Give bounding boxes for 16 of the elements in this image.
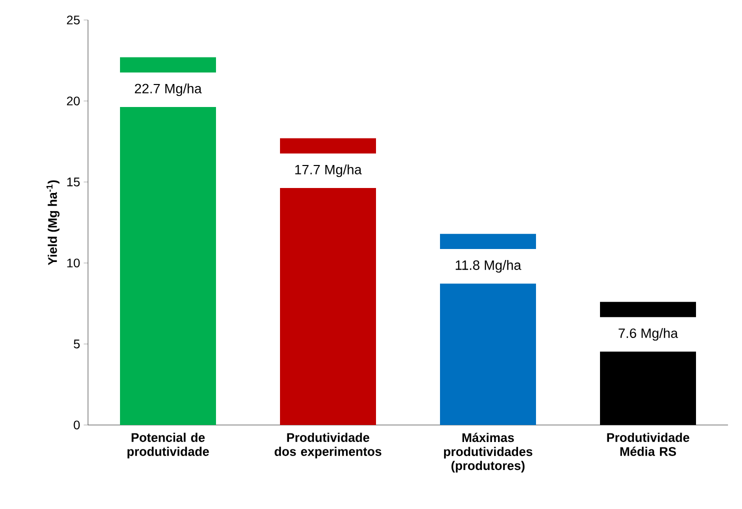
data-label: 17.7 Mg/ha [295, 164, 362, 178]
x-tick-label: Potencial de produtividade [128, 432, 209, 458]
y-tick-label: 5 [74, 340, 80, 348]
x-tick-label: Produtividade Média RS [607, 432, 690, 456]
bar [120, 57, 216, 425]
y-tick-label: 15 [67, 178, 80, 186]
y-tick-label: 25 [66, 16, 80, 24]
y-tick-label: 10 [67, 258, 80, 268]
y-axis-title: Yield (Mg ha$^{-1}$) [46, 180, 60, 266]
x-tick-label: Produtividade dos experimentos [274, 432, 382, 458]
y-tick-label: 20 [66, 96, 80, 106]
x-tick-label: Máximas produtividades (produtores) [444, 432, 532, 473]
data-label: 22.7 Mg/ha [134, 83, 202, 96]
data-label: 7.6 Mg/ha [618, 328, 678, 341]
data-label: 11.8 Mg/ha [456, 260, 522, 273]
y-tick-label: 0 [74, 420, 80, 430]
